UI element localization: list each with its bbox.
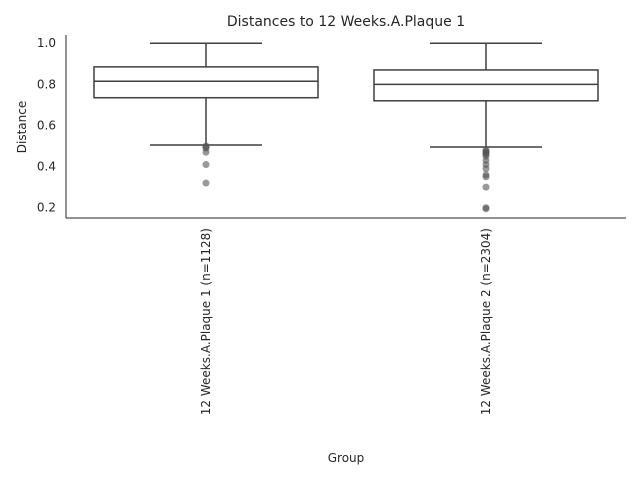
box-group	[93, 42, 319, 187]
y-tick-label: 0.8	[37, 77, 56, 91]
plot-area	[93, 42, 599, 213]
x-tick-label: 12 Weeks.A.Plaque 2 (n=2304)	[479, 228, 493, 415]
outlier-point	[202, 148, 210, 156]
chart-title: Distances to 12 Weeks.A.Plaque 1	[227, 14, 465, 30]
x-tick-label: 12 Weeks.A.Plaque 1 (n=1128)	[199, 228, 213, 415]
iqr-box	[93, 66, 319, 99]
outlier-point	[202, 179, 210, 187]
outlier-point	[482, 165, 490, 173]
y-axis-label: Distance	[15, 101, 29, 153]
x-axis: 12 Weeks.A.Plaque 1 (n=1128) 12 Weeks.A.P…	[66, 217, 626, 415]
y-tick-label: 0.4	[37, 160, 56, 174]
y-axis: 0.2 0.4 0.6 0.8 1.0	[37, 35, 67, 218]
y-tick-label: 0.6	[37, 118, 56, 132]
y-tick-label: 1.0	[37, 36, 56, 50]
iqr-box	[373, 69, 599, 102]
box-group	[373, 42, 599, 213]
outlier-point	[482, 183, 490, 191]
outlier-point	[482, 173, 490, 181]
y-tick-label: 0.2	[37, 201, 56, 215]
x-axis-label: Group	[328, 451, 365, 465]
outlier-point	[482, 205, 490, 213]
outlier-point	[202, 161, 210, 169]
